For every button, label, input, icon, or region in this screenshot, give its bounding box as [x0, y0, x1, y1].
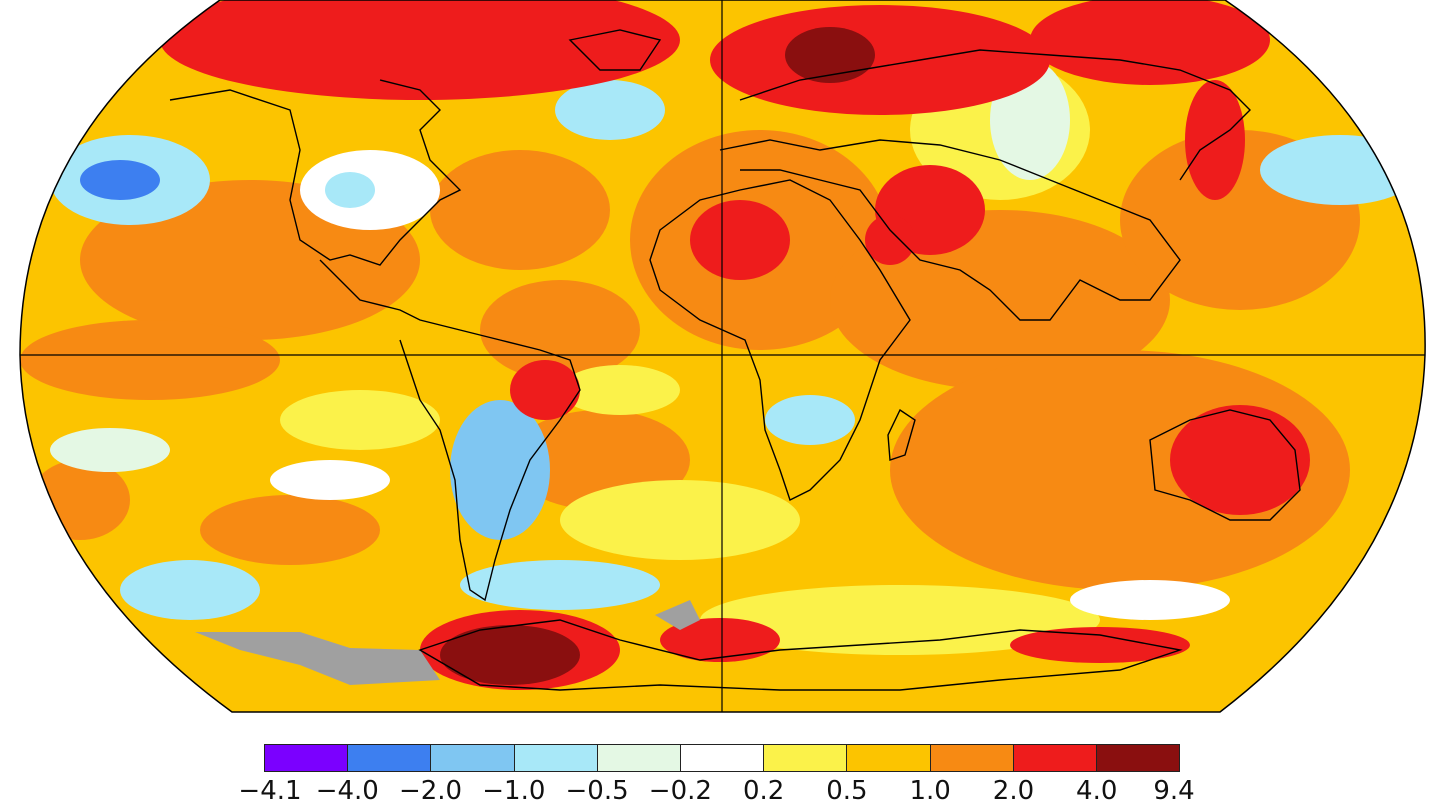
color-scale-legend	[264, 744, 1180, 772]
legend-tick-label: −1.0	[482, 776, 546, 806]
legend-tick-label: −4.0	[315, 776, 379, 806]
legend-swatch	[348, 745, 432, 771]
legend-tick-label: 2.0	[992, 776, 1035, 806]
map-outline	[19, 0, 1426, 713]
coastlines	[169, 29, 1301, 691]
legend-swatch	[597, 745, 681, 771]
legend-swatch	[1013, 745, 1097, 771]
legend-tick-label: 4.0	[1076, 776, 1118, 806]
legend-tick-label: −4.1	[238, 776, 302, 806]
legend-tick-label: −0.2	[648, 776, 712, 806]
legend-swatch	[847, 745, 931, 771]
hot-regions	[160, 0, 1310, 690]
legend-tick-label: 0.2	[742, 776, 785, 806]
legend-tick-label: 9.4	[1153, 776, 1195, 806]
legend-swatch	[431, 745, 515, 771]
no-data-regions	[195, 600, 700, 685]
cool-regions	[50, 60, 1420, 620]
legend-swatch	[1096, 745, 1180, 771]
legend-tick-label: 1.0	[909, 776, 951, 806]
extreme-regions	[440, 27, 875, 685]
legend-swatch	[514, 745, 598, 771]
legend-tick-labels: −4.1 −4.0 −2.0 −1.0 −0.5 −0.2 0.2 0.5 1.0 2.0 4.0 9…	[238, 776, 1194, 808]
legend-swatch	[764, 745, 848, 771]
legend-swatch	[930, 745, 1014, 771]
legend-tick-label: −0.5	[565, 776, 629, 806]
legend-tick-label: −2.0	[398, 776, 463, 806]
orange-regions	[20, 130, 1360, 590]
legend-swatch	[265, 745, 349, 771]
legend-tick-label: 0.5	[826, 776, 868, 806]
legend-swatch	[680, 745, 765, 771]
